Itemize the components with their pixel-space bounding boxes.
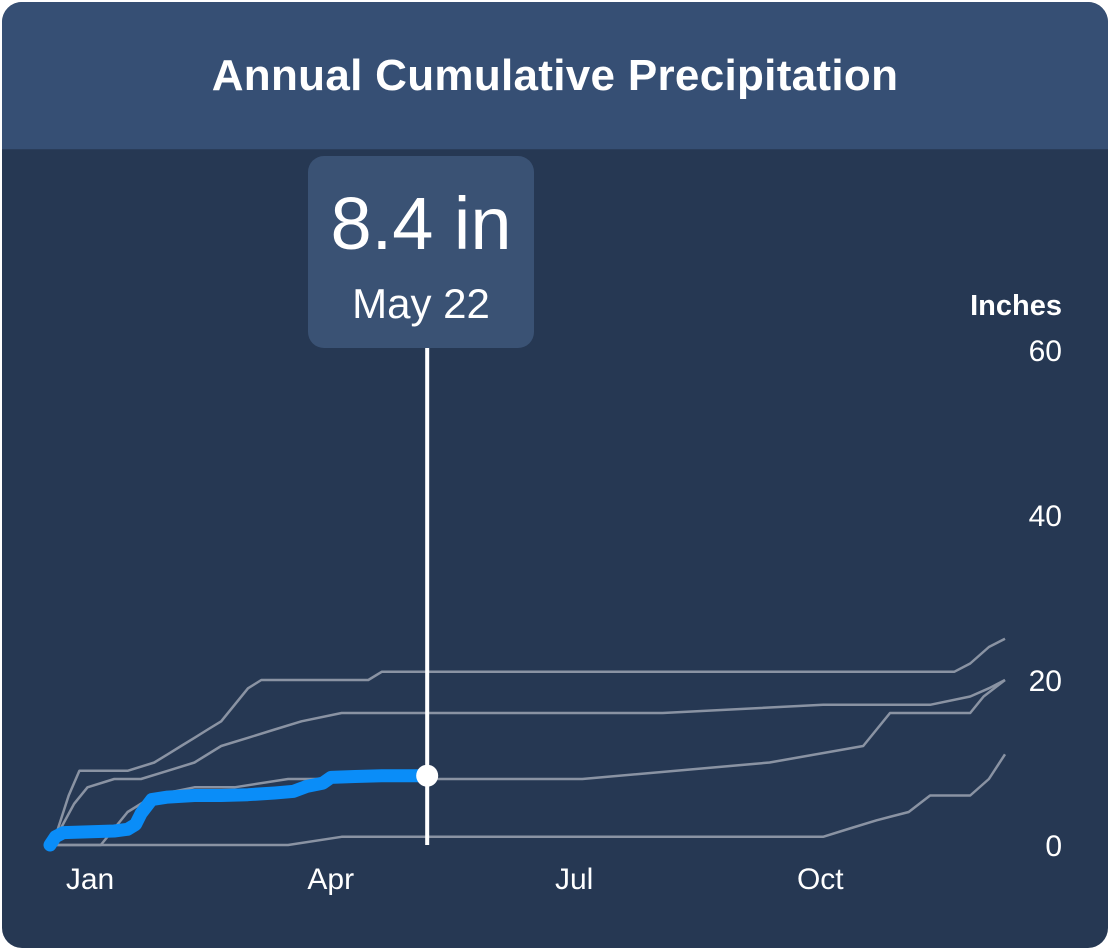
series-lines (48, 637, 1007, 847)
x-axis-ticks: Jan Apr Jul Oct (66, 863, 844, 896)
y-tick-label: 60 (1029, 335, 1062, 368)
series-line-2 (48, 678, 1006, 846)
series-line-highlight (43, 769, 434, 852)
y-tick-label: 0 (1045, 830, 1062, 863)
x-tick-label: Apr (307, 863, 354, 896)
highlight-series (43, 769, 434, 852)
y-axis-label: Inches (970, 290, 1062, 322)
y-axis-ticks: 0 20 40 60 (1029, 335, 1062, 863)
selection-tooltip: 8.4 in May 22 (308, 156, 534, 348)
x-tick-label: Oct (797, 863, 844, 896)
tooltip-value: 8.4 in (330, 182, 512, 265)
chart-title: Annual Cumulative Precipitation (211, 50, 899, 100)
y-tick-label: 40 (1029, 500, 1062, 533)
series-line-4 (50, 753, 1007, 847)
x-tick-label: Jan (66, 863, 114, 896)
y-tick-label: 20 (1029, 665, 1062, 698)
series-line-1 (48, 637, 1006, 846)
tooltip-date: May 22 (352, 280, 490, 327)
card-header: Annual Cumulative Precipitation (2, 2, 1108, 150)
x-tick-label: Jul (555, 863, 593, 896)
selection-marker[interactable] (416, 764, 439, 787)
